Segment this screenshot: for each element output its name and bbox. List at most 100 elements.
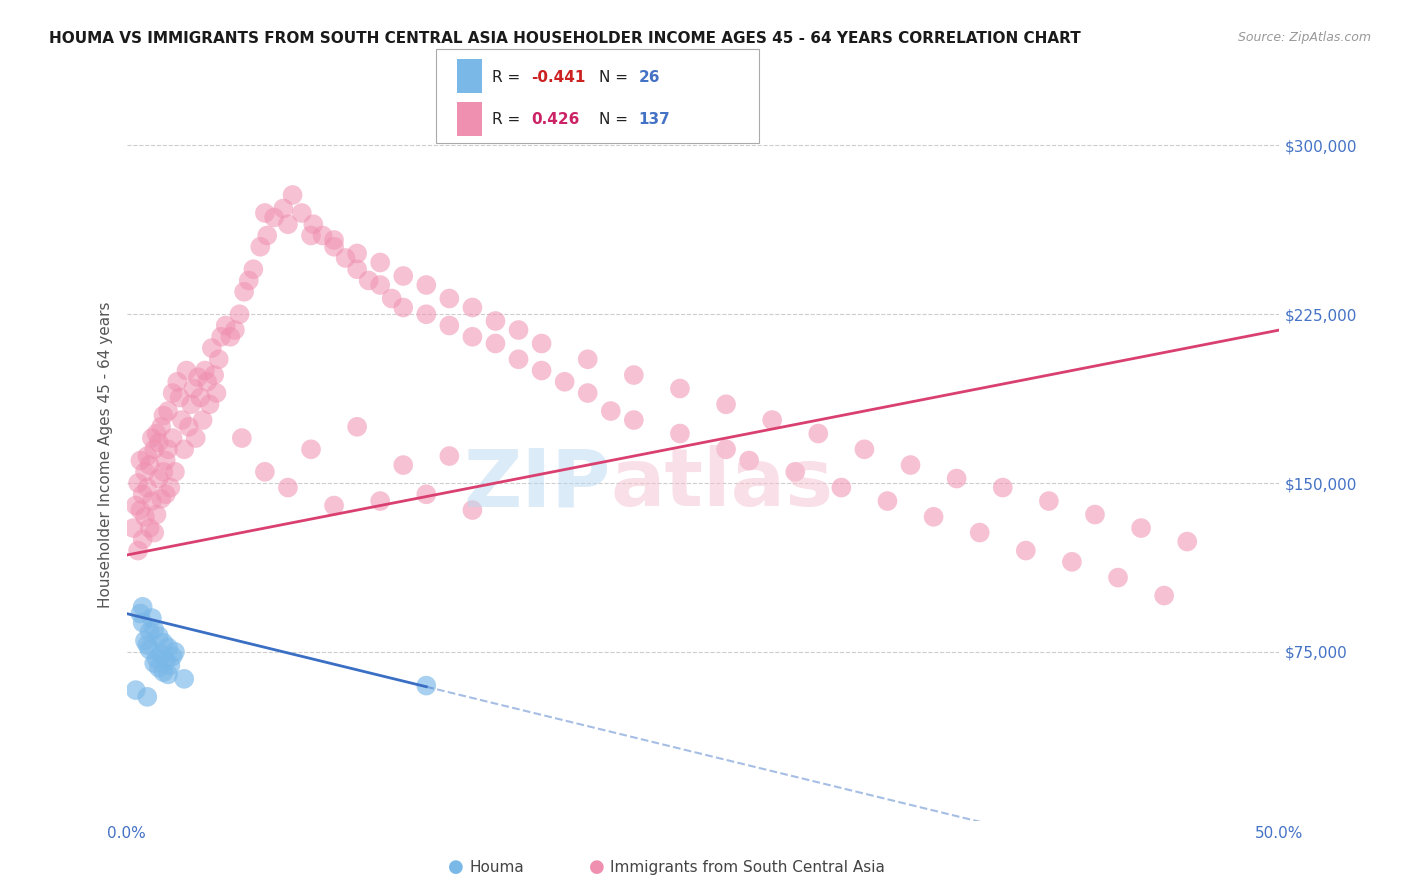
Point: [922, 509, 945, 524]
Point: [177, 419, 200, 434]
Text: 26: 26: [638, 70, 659, 85]
Point: [807, 426, 830, 441]
Point: [323, 233, 346, 247]
Point: [238, 273, 260, 287]
Point: [1015, 543, 1038, 558]
Point: [191, 413, 214, 427]
Point: [599, 404, 621, 418]
Point: [169, 391, 191, 405]
Point: [554, 375, 576, 389]
Point: [461, 330, 484, 344]
Point: [253, 465, 276, 479]
Point: [277, 217, 299, 231]
Text: HOUMA VS IMMIGRANTS FROM SOUTH CENTRAL ASIA HOUSEHOLDER INCOME AGES 45 - 64 YEAR: HOUMA VS IMMIGRANTS FROM SOUTH CENTRAL A…: [49, 31, 1081, 46]
Point: [785, 465, 807, 479]
Point: [122, 521, 145, 535]
Point: [439, 292, 461, 306]
Point: [155, 654, 177, 668]
Text: Immigrants from South Central Asia: Immigrants from South Central Asia: [610, 860, 886, 874]
Point: [194, 363, 217, 377]
Point: [1038, 494, 1060, 508]
Point: [129, 453, 152, 467]
Point: [1153, 589, 1175, 603]
Point: [253, 206, 276, 220]
Point: [143, 442, 166, 457]
Point: [323, 240, 346, 254]
Point: [162, 649, 184, 664]
Point: [152, 636, 174, 650]
Point: [141, 431, 163, 445]
Point: [138, 642, 160, 657]
Point: [415, 278, 437, 293]
Point: [439, 449, 461, 463]
Point: [461, 503, 484, 517]
Point: [176, 363, 198, 377]
Text: R =: R =: [492, 70, 526, 85]
Point: [439, 318, 461, 333]
Text: R =: R =: [492, 112, 526, 128]
Point: [1060, 555, 1083, 569]
Point: [141, 611, 163, 625]
Point: [138, 458, 160, 472]
Point: [148, 435, 170, 450]
Point: [148, 471, 170, 485]
Point: [125, 683, 148, 698]
Point: [576, 386, 599, 401]
Point: [669, 382, 692, 396]
Point: [346, 419, 368, 434]
Point: [484, 314, 506, 328]
Point: [945, 471, 967, 485]
Point: [184, 431, 207, 445]
Point: [127, 476, 149, 491]
Point: [392, 458, 415, 472]
Point: [187, 370, 209, 384]
Text: N =: N =: [599, 70, 633, 85]
Point: [150, 647, 173, 661]
Point: [166, 375, 188, 389]
Text: Houma: Houma: [470, 860, 524, 874]
Point: [368, 278, 391, 293]
Point: [215, 318, 238, 333]
Point: [415, 679, 437, 693]
Point: [143, 525, 166, 540]
Point: [714, 397, 737, 411]
Point: [830, 481, 852, 495]
Point: [180, 397, 202, 411]
Text: 137: 137: [638, 112, 671, 128]
Text: N =: N =: [599, 112, 633, 128]
Point: [163, 465, 186, 479]
Point: [136, 481, 159, 495]
Point: [576, 352, 599, 367]
Point: [461, 301, 484, 315]
Point: [131, 599, 153, 614]
Point: [853, 442, 876, 457]
Point: [157, 404, 180, 418]
Point: [256, 228, 278, 243]
Text: ●: ●: [449, 858, 464, 876]
Point: [969, 525, 991, 540]
Point: [738, 453, 761, 467]
Point: [368, 494, 391, 508]
Point: [150, 491, 173, 506]
Point: [381, 292, 404, 306]
Point: [228, 307, 250, 321]
Point: [299, 228, 322, 243]
Point: [163, 645, 186, 659]
Point: [208, 352, 231, 367]
Point: [152, 409, 174, 423]
Point: [134, 633, 156, 648]
Point: [224, 323, 246, 337]
Y-axis label: Householder Income Ages 45 - 64 years: Householder Income Ages 45 - 64 years: [98, 301, 114, 608]
Point: [209, 330, 232, 344]
Point: [145, 508, 167, 522]
Point: [1130, 521, 1153, 535]
Point: [273, 202, 295, 216]
Point: [761, 413, 783, 427]
Point: [136, 638, 159, 652]
Point: [145, 426, 167, 441]
Point: [188, 391, 211, 405]
Point: [173, 442, 195, 457]
Text: Source: ZipAtlas.com: Source: ZipAtlas.com: [1237, 31, 1371, 45]
Point: [127, 543, 149, 558]
Point: [143, 656, 166, 670]
